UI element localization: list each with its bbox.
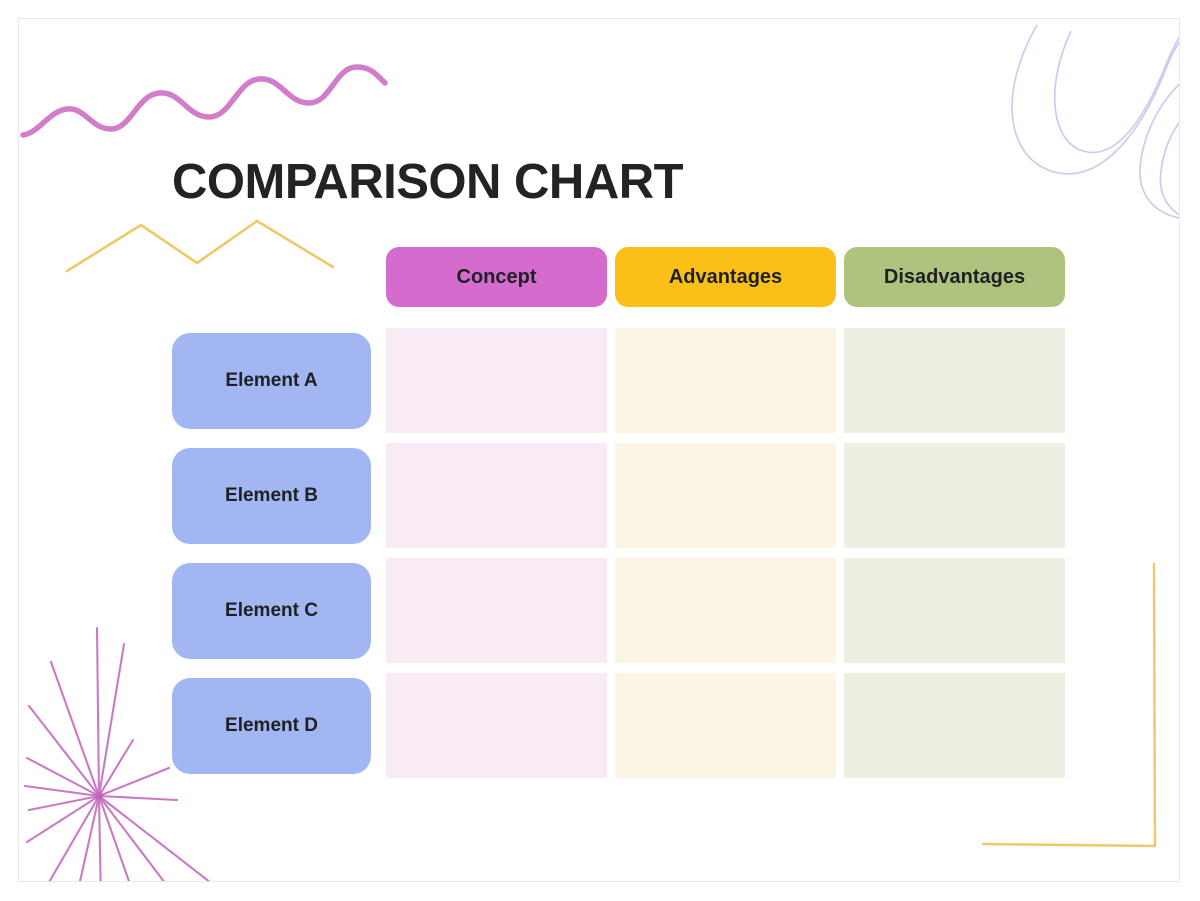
cell-element-b-advantages[interactable] bbox=[615, 443, 836, 548]
cell-element-a-disadvantages[interactable] bbox=[844, 328, 1065, 433]
column-header-disadvantages[interactable]: Disadvantages bbox=[844, 247, 1065, 307]
column-header-concept-label: Concept bbox=[456, 265, 537, 288]
column-header-advantages[interactable]: Advantages bbox=[615, 247, 836, 307]
row-label-element-c[interactable]: Element C bbox=[172, 562, 371, 659]
cell-element-c-disadvantages[interactable] bbox=[844, 558, 1065, 663]
table-corner-spacer bbox=[172, 247, 371, 307]
table-row: Element C bbox=[172, 558, 1072, 663]
cell-element-a-concept[interactable] bbox=[386, 328, 607, 433]
table-row: Element A bbox=[172, 328, 1072, 433]
row-label-element-a[interactable]: Element A bbox=[172, 332, 371, 429]
slide-canvas: COMPARISON CHART Concept Advantages Disa… bbox=[18, 18, 1180, 882]
column-header-disadvantages-label: Disadvantages bbox=[883, 265, 1026, 288]
cell-element-c-concept[interactable] bbox=[386, 558, 607, 663]
comparison-table: Concept Advantages Disadvantages Element… bbox=[172, 247, 1072, 778]
column-header-concept[interactable]: Concept bbox=[386, 247, 607, 307]
cell-element-a-advantages[interactable] bbox=[615, 328, 836, 433]
row-label-element-c-text: Element C bbox=[225, 599, 318, 621]
cell-element-d-advantages[interactable] bbox=[615, 673, 836, 778]
table-row: Element B bbox=[172, 443, 1072, 548]
column-header-advantages-label: Advantages bbox=[668, 265, 783, 288]
row-label-element-d-text: Element D bbox=[225, 714, 318, 736]
row-label-element-d[interactable]: Element D bbox=[172, 677, 371, 774]
table-header-row: Concept Advantages Disadvantages bbox=[172, 247, 1072, 307]
row-label-element-a-text: Element A bbox=[225, 369, 318, 391]
cell-element-d-concept[interactable] bbox=[386, 673, 607, 778]
cell-element-d-disadvantages[interactable] bbox=[844, 673, 1065, 778]
table-row: Element D bbox=[172, 673, 1072, 778]
page-title: COMPARISON CHART bbox=[172, 155, 684, 209]
row-label-element-b-text: Element B bbox=[225, 484, 318, 506]
row-label-element-b[interactable]: Element B bbox=[172, 447, 371, 544]
cell-element-c-advantages[interactable] bbox=[615, 558, 836, 663]
blue-ribbon-swirl-icon bbox=[1011, 24, 1179, 219]
pink-wave-squiggle-icon bbox=[20, 64, 388, 138]
cell-element-b-concept[interactable] bbox=[386, 443, 607, 548]
cell-element-b-disadvantages[interactable] bbox=[844, 443, 1065, 548]
